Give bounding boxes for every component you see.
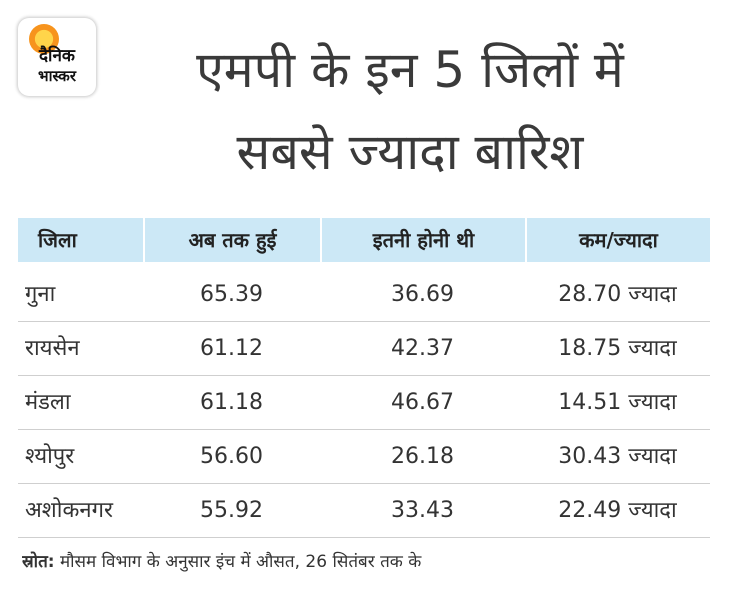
normal-cell: 36.69 — [391, 282, 454, 307]
table-row: मंडला 61.18 46.67 14.51 ज्यादा — [18, 376, 710, 430]
difference-cell: 22.49 ज्यादा — [525, 484, 710, 537]
district-cell: गुना — [25, 282, 56, 307]
difference-value: 22.49 — [558, 498, 622, 523]
table-row: श्योपुर 56.60 26.18 30.43 ज्यादा — [18, 430, 710, 484]
normal-cell: 42.37 — [391, 336, 454, 361]
difference-cell: 28.70 ज्यादा — [525, 268, 710, 321]
difference-value: 30.43 — [558, 444, 622, 469]
difference-direction: ज्यादा — [628, 444, 677, 469]
actual-cell: 61.12 — [200, 336, 263, 361]
logo-text-line1: दैनिक — [39, 46, 75, 66]
actual-cell: 61.18 — [200, 390, 263, 415]
table-body: गुना 65.39 36.69 28.70 ज्यादा रायसेन 61.… — [18, 268, 710, 538]
difference-direction: ज्यादा — [628, 336, 677, 361]
difference-value: 18.75 — [558, 336, 622, 361]
source-text: मौसम विभाग के अनुसार इंच में औसत, 26 सित… — [59, 552, 422, 572]
source-note: स्रोत: मौसम विभाग के अनुसार इंच में औसत,… — [22, 548, 712, 576]
logo-text-line2: भास्कर — [38, 67, 76, 85]
difference-direction: ज्यादा — [628, 498, 677, 523]
normal-cell: 26.18 — [391, 444, 454, 469]
actual-cell: 56.60 — [200, 444, 263, 469]
rainfall-table: जिला अब तक हुई इतनी होनी थी कम/ज्यादा गु… — [18, 218, 710, 538]
normal-cell: 33.43 — [391, 498, 454, 523]
page-title: एमपी के इन 5 जिलों में सबसे ज्यादा बारिश — [104, 29, 716, 193]
source-label: स्रोत: — [22, 552, 55, 572]
title-line-1: एमपी के इन 5 जिलों में — [196, 41, 624, 99]
table-row: अशोकनगर 55.92 33.43 22.49 ज्यादा — [18, 484, 710, 538]
normal-cell: 46.67 — [391, 390, 454, 415]
difference-cell: 30.43 ज्यादा — [525, 430, 710, 483]
table-row: गुना 65.39 36.69 28.70 ज्यादा — [18, 268, 710, 322]
title-line-2: सबसे ज्यादा बारिश — [236, 123, 584, 181]
table-header-row: जिला अब तक हुई इतनी होनी थी कम/ज्यादा — [18, 218, 710, 262]
difference-direction: ज्यादा — [628, 390, 677, 415]
district-cell: मंडला — [25, 390, 71, 415]
district-cell: अशोकनगर — [25, 498, 113, 523]
difference-direction: ज्यादा — [628, 282, 677, 307]
header-district: जिला — [18, 218, 143, 262]
table-row: रायसेन 61.12 42.37 18.75 ज्यादा — [18, 322, 710, 376]
actual-cell: 55.92 — [200, 498, 263, 523]
header-actual: अब तक हुई — [143, 218, 320, 262]
difference-value: 14.51 — [558, 390, 622, 415]
header-difference: कम/ज्यादा — [525, 218, 710, 262]
district-cell: श्योपुर — [25, 444, 75, 469]
difference-cell: 14.51 ज्यादा — [525, 376, 710, 429]
sun-icon — [29, 24, 59, 54]
dainik-bhaskar-logo: दैनिक भास्कर — [18, 18, 96, 96]
actual-cell: 65.39 — [200, 282, 263, 307]
district-cell: रायसेन — [25, 336, 80, 361]
difference-cell: 18.75 ज्यादा — [525, 322, 710, 375]
header-normal: इतनी होनी थी — [320, 218, 525, 262]
difference-value: 28.70 — [558, 282, 622, 307]
